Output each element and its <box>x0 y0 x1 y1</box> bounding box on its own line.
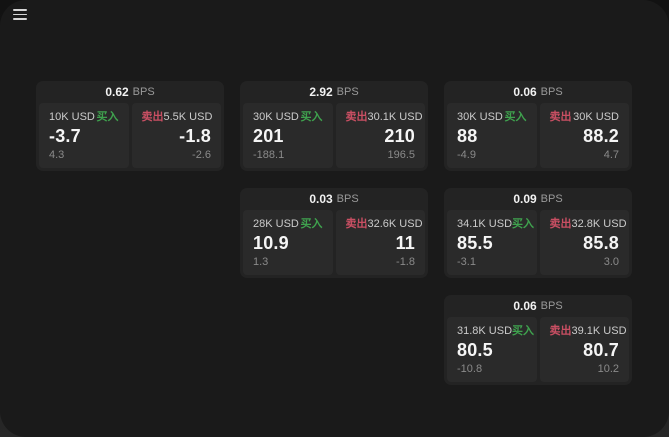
sell-panel[interactable]: 卖出 32.6K USD 11 -1.8 <box>335 210 425 275</box>
quote-card-grid: 0.62 BPS 10K USD 买入 -3.7 4.3 卖出 5.5K USD <box>36 81 632 385</box>
buy-panel[interactable]: 10K USD 买入 -3.7 4.3 <box>39 103 129 168</box>
sell-panel[interactable]: 卖出 30.1K USD 210 196.5 <box>335 103 425 168</box>
buy-delta: 1.3 <box>253 256 269 268</box>
panels: 31.8K USD 买入 80.5 -10.8 卖出 39.1K USD 80.… <box>447 317 629 382</box>
sell-amount: 30K USD <box>573 111 619 123</box>
sell-side-label: 卖出 <box>141 111 164 123</box>
quote-card: 0.06 BPS 31.8K USD 买入 80.5 -10.8 卖出 39.1… <box>444 295 632 385</box>
sell-delta: -2.6 <box>192 149 211 161</box>
buy-delta: -3.1 <box>457 256 476 268</box>
bps-unit-label: BPS <box>336 193 359 205</box>
sell-side-label: 卖出 <box>549 218 572 230</box>
bps-value: 0.62 <box>105 85 129 99</box>
buy-delta: -10.8 <box>457 363 483 375</box>
sell-panel[interactable]: 卖出 32.8K USD 85.8 3.0 <box>539 210 629 275</box>
buy-panel[interactable]: 30K USD 买入 201 -188.1 <box>243 103 333 168</box>
buy-side-label: 买入 <box>512 218 535 230</box>
card-header: 0.06 BPS <box>447 81 629 103</box>
buy-price: 10.9 <box>253 232 289 253</box>
sell-side-label: 卖出 <box>345 111 368 123</box>
buy-delta: 4.3 <box>49 149 65 161</box>
sell-amount: 30.1K USD <box>367 111 423 123</box>
quote-card: 2.92 BPS 30K USD 买入 201 -188.1 卖出 30.1K … <box>240 81 428 171</box>
sell-delta: 3.0 <box>603 256 619 268</box>
sell-price: -1.8 <box>179 125 211 146</box>
buy-amount: 34.1K USD <box>457 218 513 230</box>
buy-side-label: 买入 <box>300 111 323 123</box>
buy-panel[interactable]: 28K USD 买入 10.9 1.3 <box>243 210 333 275</box>
sell-amount: 32.6K USD <box>367 218 423 230</box>
panels: 34.1K USD 买入 85.5 -3.1 卖出 32.8K USD 85.8… <box>447 210 629 275</box>
buy-side-label: 买入 <box>504 111 527 123</box>
bps-value: 0.06 <box>513 299 537 313</box>
buy-price: 88 <box>457 125 478 146</box>
buy-amount: 30K USD <box>457 111 503 123</box>
sell-side-label: 卖出 <box>549 325 572 337</box>
quote-card: 0.03 BPS 28K USD 买入 10.9 1.3 卖出 32.6K US… <box>240 188 428 278</box>
sell-side-label: 卖出 <box>345 218 368 230</box>
sell-price: 210 <box>384 125 415 146</box>
sell-panel[interactable]: 卖出 5.5K USD -1.8 -2.6 <box>131 103 221 168</box>
sell-price: 85.8 <box>583 232 619 253</box>
bps-unit-label: BPS <box>336 86 359 98</box>
buy-side-label: 买入 <box>300 218 323 230</box>
sell-delta: 196.5 <box>387 149 415 161</box>
card-header: 0.06 BPS <box>447 295 629 317</box>
card-header: 2.92 BPS <box>243 81 425 103</box>
quote-card: 0.06 BPS 30K USD 买入 88 -4.9 卖出 30K USD <box>444 81 632 171</box>
panels: 28K USD 买入 10.9 1.3 卖出 32.6K USD 11 -1.8 <box>243 210 425 275</box>
bps-unit-label: BPS <box>540 193 563 205</box>
buy-amount: 31.8K USD <box>457 325 513 337</box>
sell-price: 11 <box>395 232 415 253</box>
buy-price: 201 <box>253 125 284 146</box>
sell-amount: 39.1K USD <box>571 325 627 337</box>
sell-price: 80.7 <box>583 339 619 360</box>
buy-amount: 30K USD <box>253 111 299 123</box>
sell-side-label: 卖出 <box>549 111 572 123</box>
buy-delta: -188.1 <box>253 149 285 161</box>
bps-value: 2.92 <box>309 85 333 99</box>
bps-value: 0.09 <box>513 192 537 206</box>
bps-value: 0.06 <box>513 85 537 99</box>
bps-unit-label: BPS <box>540 86 563 98</box>
buy-amount: 28K USD <box>253 218 299 230</box>
buy-amount: 10K USD <box>49 111 95 123</box>
card-header: 0.09 BPS <box>447 188 629 210</box>
bps-unit-label: BPS <box>132 86 155 98</box>
buy-price: -3.7 <box>49 125 81 146</box>
buy-panel[interactable]: 31.8K USD 买入 80.5 -10.8 <box>447 317 537 382</box>
hamburger-menu-icon[interactable] <box>13 9 27 20</box>
sell-amount: 5.5K USD <box>163 111 213 123</box>
panels: 30K USD 买入 201 -188.1 卖出 30.1K USD 210 1… <box>243 103 425 168</box>
buy-price: 85.5 <box>457 232 493 253</box>
sell-delta: -1.8 <box>396 256 415 268</box>
bps-value: 0.03 <box>309 192 333 206</box>
card-header: 0.03 BPS <box>243 188 425 210</box>
bps-unit-label: BPS <box>540 300 563 312</box>
panels: 30K USD 买入 88 -4.9 卖出 30K USD 88.2 4.7 <box>447 103 629 168</box>
buy-side-label: 买入 <box>512 325 535 337</box>
buy-panel[interactable]: 30K USD 买入 88 -4.9 <box>447 103 537 168</box>
sell-delta: 10.2 <box>597 363 619 375</box>
buy-delta: -4.9 <box>457 149 476 161</box>
buy-side-label: 买入 <box>96 111 119 123</box>
quote-card: 0.09 BPS 34.1K USD 买入 85.5 -3.1 卖出 32.8K… <box>444 188 632 278</box>
card-header: 0.62 BPS <box>39 81 221 103</box>
sell-delta: 4.7 <box>603 149 619 161</box>
sell-price: 88.2 <box>583 125 619 146</box>
buy-price: 80.5 <box>457 339 493 360</box>
quote-card: 0.62 BPS 10K USD 买入 -3.7 4.3 卖出 5.5K USD <box>36 81 224 171</box>
sell-panel[interactable]: 卖出 39.1K USD 80.7 10.2 <box>539 317 629 382</box>
panels: 10K USD 买入 -3.7 4.3 卖出 5.5K USD -1.8 -2.… <box>39 103 221 168</box>
sell-panel[interactable]: 卖出 30K USD 88.2 4.7 <box>539 103 629 168</box>
sell-amount: 32.8K USD <box>571 218 627 230</box>
buy-panel[interactable]: 34.1K USD 买入 85.5 -3.1 <box>447 210 537 275</box>
